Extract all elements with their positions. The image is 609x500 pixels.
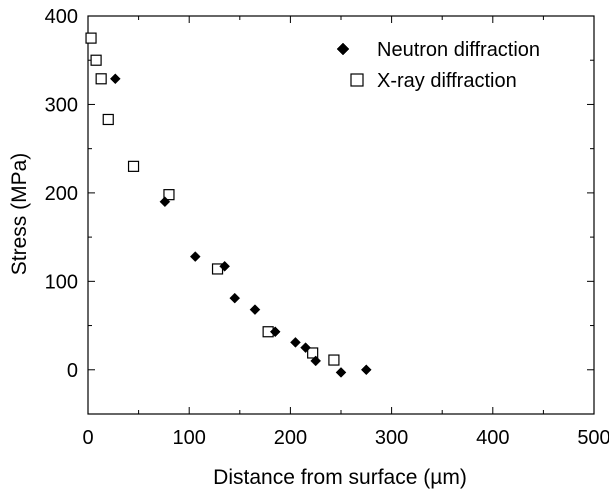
legend-marker-neutron [336,42,350,56]
neutron-point [249,304,261,315]
y-tick-label: 400 [45,6,78,28]
x-axis-title: Distance from surface (µm) [213,466,467,489]
xray-point [307,347,319,359]
neutron-point [290,337,301,348]
x-tick-label: 400 [476,427,509,449]
x-tick-label: 100 [173,427,206,449]
neutron-point [229,292,241,304]
xray-point [85,32,97,44]
neutron-point [219,260,230,272]
neutron-point [310,355,322,367]
y-tick-label: 0 [67,360,78,382]
neutron-point [189,251,201,262]
y-axis-title: Stress (MPa) [8,153,31,276]
neutron-point [269,326,281,338]
x-tick-label: 200 [274,427,307,449]
y-tick-label: 200 [45,183,78,205]
neutron-point [335,367,347,378]
xray-point [95,73,107,85]
plot-frame [87,15,595,415]
legend-label: X-ray diffraction [377,70,517,92]
xray-point [102,113,114,126]
x-tick-label: 500 [577,427,609,449]
x-tick-label: 300 [375,427,408,449]
neutron-point [360,364,372,376]
xray-point [328,354,340,366]
x-tick-label: 0 [82,427,93,449]
legend-marker-xray [350,73,364,87]
xray-point [127,160,140,172]
legend-label: Neutron diffraction [377,39,540,61]
xray-point [90,54,102,66]
neutron-point [109,73,121,85]
xray-point [163,189,175,201]
y-tick-label: 300 [45,94,78,116]
neutron-point [159,196,171,208]
y-tick-label: 100 [45,271,78,293]
neutron-point [300,342,311,354]
